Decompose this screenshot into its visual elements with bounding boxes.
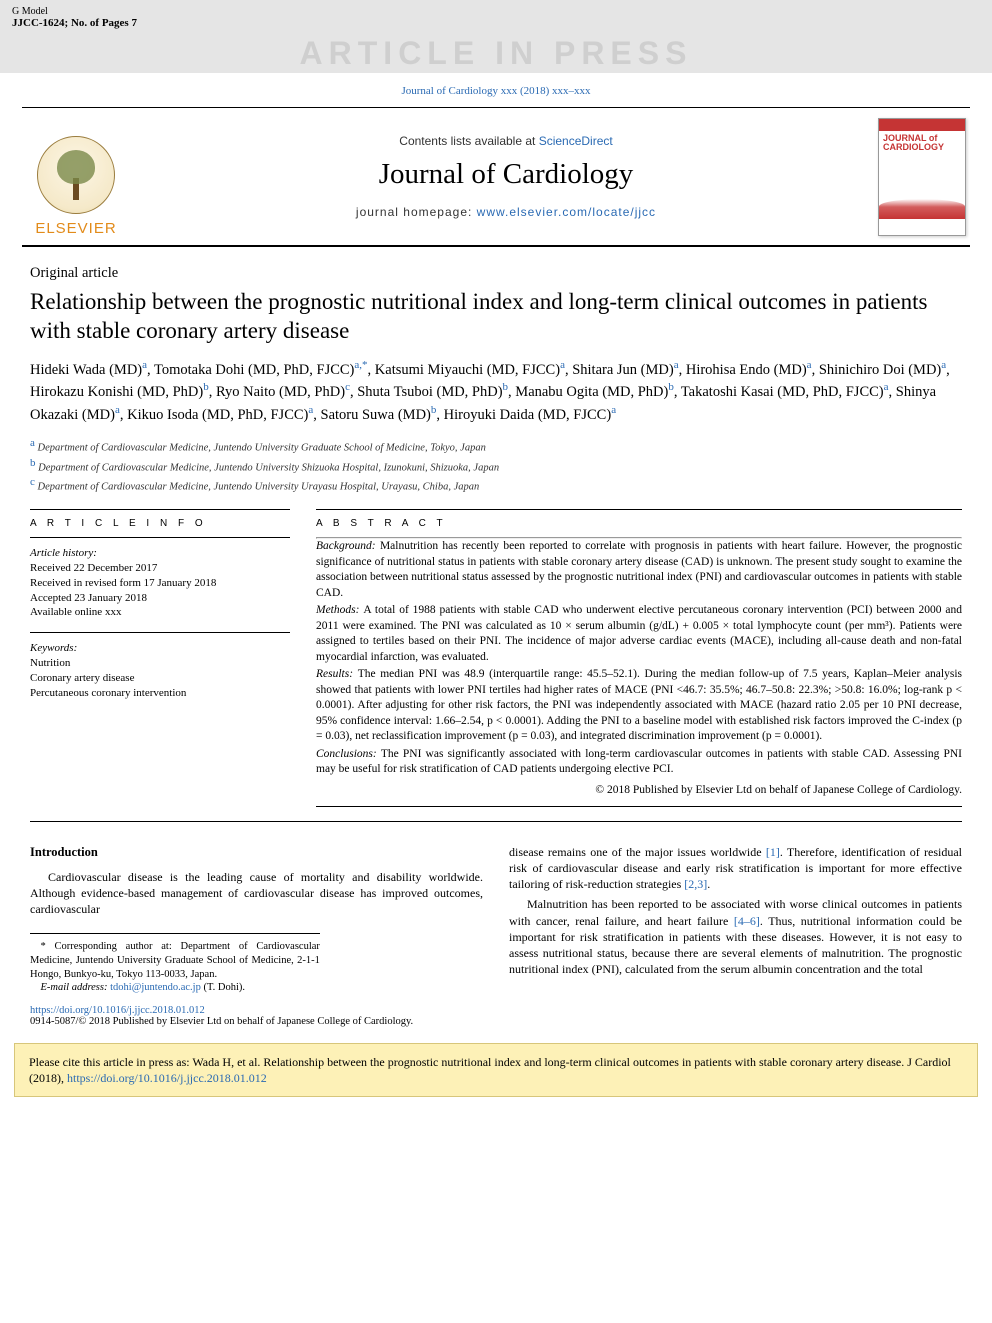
pages-info: JJCC-1624; No. of Pages 7 — [12, 17, 980, 29]
body-left-col: Introduction Cardiovascular disease is t… — [30, 844, 483, 995]
article-info-column: A R T I C L E I N F O Article history: R… — [30, 509, 290, 807]
email-name: (T. Dohi). — [201, 982, 245, 993]
elsevier-wordmark: ELSEVIER — [35, 220, 116, 237]
abstract-column: A B S T R A C T Background: Malnutrition… — [316, 509, 962, 807]
abstract-section-label: Results: — [316, 668, 358, 680]
elsevier-logo: ELSEVIER — [26, 117, 126, 237]
intro-p1-right: disease remains one of the major issues … — [509, 844, 962, 893]
article-info-head: A R T I C L E I N F O — [30, 518, 290, 529]
cover-title: JOURNAL of CARDIOLOGY — [879, 131, 965, 157]
email-link[interactable]: tdohi@juntendo.ac.jp — [110, 982, 201, 993]
history-line: Received in revised form 17 January 2018 — [30, 576, 290, 591]
email-label: E-mail address: — [41, 982, 111, 993]
affiliation-line: a Department of Cardiovascular Medicine,… — [30, 436, 962, 456]
doi-block: https://doi.org/10.1016/j.jjcc.2018.01.0… — [0, 1001, 992, 1035]
abstract-section-text: Malnutrition has recently been reported … — [316, 540, 962, 599]
article-history-block: Article history: Received 22 December 20… — [30, 546, 290, 620]
abstract-section-label: Conclusions: — [316, 748, 381, 760]
history-line: Available online xxx — [30, 605, 290, 620]
journal-masthead: ELSEVIER Contents lists available at Sci… — [22, 107, 970, 247]
p1r-post: . — [707, 877, 710, 891]
history-line: Accepted 23 January 2018 — [30, 591, 290, 606]
article-title: Relationship between the prognostic nutr… — [30, 288, 962, 346]
homepage-label: journal homepage: — [356, 205, 477, 219]
abstract-section: Conclusions: The PNI was significantly a… — [316, 747, 962, 778]
homepage-url[interactable]: www.elsevier.com/locate/jjcc — [477, 205, 656, 219]
proof-header: G Model JJCC-1624; No. of Pages 7 — [0, 0, 992, 33]
introduction-head: Introduction — [30, 844, 483, 861]
keywords-block: Keywords: NutritionCoronary artery disea… — [30, 641, 290, 700]
contents-lists-line: Contents lists available at ScienceDirec… — [134, 134, 878, 148]
abstract-section-label: Methods: — [316, 604, 363, 616]
cite-1[interactable]: [1] — [766, 845, 780, 859]
affiliations: a Department of Cardiovascular Medicine,… — [30, 436, 962, 495]
p1r-pre: disease remains one of the major issues … — [509, 845, 766, 859]
abstract-section: Background: Malnutrition has recently be… — [316, 539, 962, 601]
abstract-section-label: Background: — [316, 540, 380, 552]
footnote-block: * Corresponding author at: Department of… — [30, 933, 320, 995]
cite-2-3[interactable]: [2,3] — [684, 877, 707, 891]
cite-4-6[interactable]: [4–6] — [734, 914, 760, 928]
g-model-label: G Model — [12, 6, 980, 17]
citation-box: Please cite this article in press as: Wa… — [14, 1043, 978, 1097]
corresponding-author: * Corresponding author at: Department of… — [30, 940, 320, 981]
intro-p2-right: Malnutrition has been reported to be ass… — [509, 896, 962, 977]
journal-name: Journal of Cardiology — [134, 158, 878, 191]
affiliation-line: c Department of Cardiovascular Medicine,… — [30, 475, 962, 495]
sciencedirect-link[interactable]: ScienceDirect — [539, 134, 613, 148]
article-history-label: Article history: — [30, 546, 290, 561]
abstract-copyright: © 2018 Published by Elsevier Ltd on beha… — [316, 784, 962, 796]
press-banner-text: ARTICLE IN PRESS — [300, 35, 693, 71]
abstract-text: Background: Malnutrition has recently be… — [316, 539, 962, 778]
intro-p1-left: Cardiovascular disease is the leading ca… — [30, 869, 483, 918]
doi-link[interactable]: https://doi.org/10.1016/j.jjcc.2018.01.0… — [30, 1005, 962, 1016]
masthead-center: Contents lists available at ScienceDirec… — [134, 134, 878, 219]
article-type: Original article — [30, 265, 962, 282]
keywords-label: Keywords: — [30, 641, 290, 656]
article-in-press-banner: ARTICLE IN PRESS — [0, 33, 992, 73]
contents-list-prefix: Contents lists available at — [399, 134, 538, 148]
journal-reference: Journal of Cardiology xxx (2018) xxx–xxx — [0, 73, 992, 107]
abstract-head: A B S T R A C T — [316, 518, 962, 529]
body-right-col: disease remains one of the major issues … — [509, 844, 962, 995]
journal-cover-thumb: JOURNAL of CARDIOLOGY — [878, 118, 966, 236]
keyword: Nutrition — [30, 656, 290, 671]
history-line: Received 22 December 2017 — [30, 561, 290, 576]
abstract-section: Methods: A total of 1988 patients with s… — [316, 603, 962, 665]
abstract-section-text: A total of 1988 patients with stable CAD… — [316, 604, 962, 663]
keyword: Coronary artery disease — [30, 671, 290, 686]
abstract-section: Results: The median PNI was 48.9 (interq… — [316, 667, 962, 745]
journal-ref-text: Journal of Cardiology xxx (2018) xxx–xxx — [401, 85, 590, 97]
author-list: Hideki Wada (MD)a, Tomotaka Dohi (MD, Ph… — [30, 358, 962, 427]
abstract-section-text: The PNI was significantly associated wit… — [316, 748, 962, 776]
elsevier-tree-icon — [37, 136, 115, 214]
journal-homepage-line: journal homepage: www.elsevier.com/locat… — [134, 205, 878, 219]
affiliation-line: b Department of Cardiovascular Medicine,… — [30, 456, 962, 476]
abstract-section-text: The median PNI was 48.9 (interquartile r… — [316, 668, 962, 742]
citation-doi-link[interactable]: https://doi.org/10.1016/j.jjcc.2018.01.0… — [67, 1071, 267, 1085]
body-columns: Introduction Cardiovascular disease is t… — [0, 822, 992, 1001]
keyword: Percutaneous coronary intervention — [30, 686, 290, 701]
issn-copyright-line: 0914-5087/© 2018 Published by Elsevier L… — [30, 1016, 962, 1027]
